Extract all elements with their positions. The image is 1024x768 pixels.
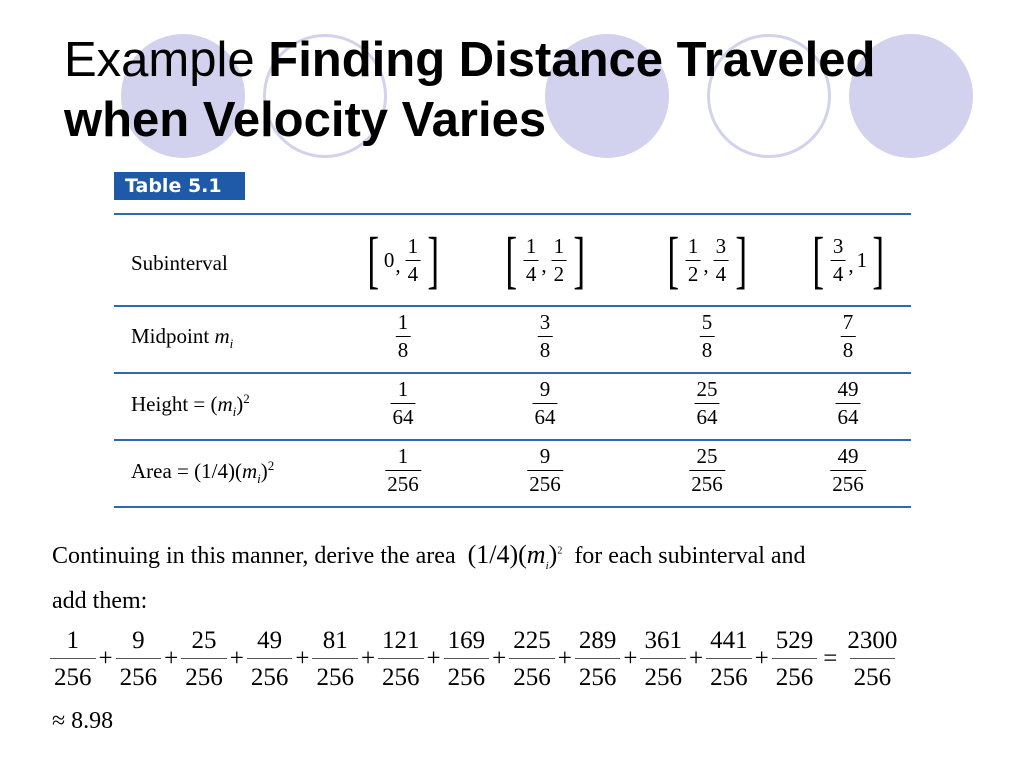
title-bold-line2: when Velocity Varies <box>64 93 547 147</box>
decorative-ring <box>263 34 387 158</box>
sum-term: 441 256 <box>706 628 752 690</box>
plus-sign: + <box>360 645 376 672</box>
decorative-circle <box>545 34 669 158</box>
sum-term: 1 256 <box>50 628 96 690</box>
plus-sign: + <box>623 645 638 672</box>
area-formula: (1/4)(mi)2 <box>467 540 563 573</box>
table-rule <box>114 305 911 307</box>
sum-term: 289 256 <box>574 628 621 690</box>
area-value: 9 256 <box>527 444 563 496</box>
plus-sign: + <box>164 645 179 672</box>
plus-sign: + <box>492 645 507 672</box>
title-prefix: Example <box>64 33 255 87</box>
interval-left: 0 <box>383 247 395 272</box>
row-label-area: Area = (1/4)(mi)2 <box>131 458 275 487</box>
table-rule <box>114 213 911 215</box>
left-bracket: [ <box>505 224 518 295</box>
right-bracket: ] <box>426 224 439 295</box>
left-bracket: [ <box>367 224 380 295</box>
sum-term: 529 256 <box>771 628 818 690</box>
decorative-circle <box>849 34 973 158</box>
table-rule <box>114 506 911 508</box>
row-label-midpoint: Midpoint mi <box>131 324 234 352</box>
plus-sign: + <box>426 645 441 672</box>
sum-expression: 1 256 + 9 256 + 25 256 + 49 256 + 81 256 + 12… <box>50 628 901 690</box>
table-rule <box>114 372 911 374</box>
body-text-line2: add them: <box>52 588 148 614</box>
row-label-height: Height = (mi)2 <box>131 391 250 420</box>
left-bracket: [ <box>812 224 825 295</box>
sum-term: 169 256 <box>443 628 490 690</box>
decorative-ring <box>707 34 831 158</box>
area-value: 25 256 <box>689 444 725 496</box>
area-value: 1 256 <box>385 444 421 496</box>
plus-sign: + <box>688 645 704 672</box>
slide-title: Example Finding Distance Traveled when V… <box>64 30 1004 150</box>
sum-term: 9 256 <box>115 628 162 690</box>
decorative-circle <box>121 34 245 158</box>
right-bracket: ] <box>871 224 884 295</box>
row-label-subinterval: Subinterval <box>131 251 228 275</box>
plus-sign: + <box>295 645 310 672</box>
height-value: 25 64 <box>694 377 720 429</box>
plus-sign: + <box>557 645 572 672</box>
sum-term: 225 256 <box>509 628 555 690</box>
sum-term: 361 256 <box>640 628 686 690</box>
area-value: 49 256 <box>830 444 866 496</box>
sum-term: 121 256 <box>378 628 424 690</box>
height-value: 49 64 <box>835 377 861 429</box>
interval-right: 1 <box>856 247 868 272</box>
equals-sign: = <box>823 645 838 672</box>
table-label: Table 5.1 <box>114 172 245 200</box>
right-bracket: ] <box>572 224 585 295</box>
right-bracket: ] <box>734 224 747 295</box>
plus-sign: + <box>754 645 769 672</box>
title-bold-line1: Finding Distance Traveled <box>268 33 876 87</box>
left-bracket: [ <box>667 224 680 295</box>
sum-term: 49 256 <box>246 628 293 690</box>
plus-sign: + <box>229 645 244 672</box>
sum-term: 25 256 <box>181 628 227 690</box>
height-value: 9 64 <box>532 377 558 429</box>
approximation: ≈ 8.98 <box>52 708 114 734</box>
plus-sign: + <box>98 645 113 672</box>
sum-term: 81 256 <box>312 628 358 690</box>
body-text-line1: Continuing in this manner, derive the ar… <box>52 540 806 573</box>
table-rule <box>114 439 911 441</box>
height-value: 1 64 <box>390 377 416 429</box>
sum-result: 2300 256 <box>847 627 898 691</box>
